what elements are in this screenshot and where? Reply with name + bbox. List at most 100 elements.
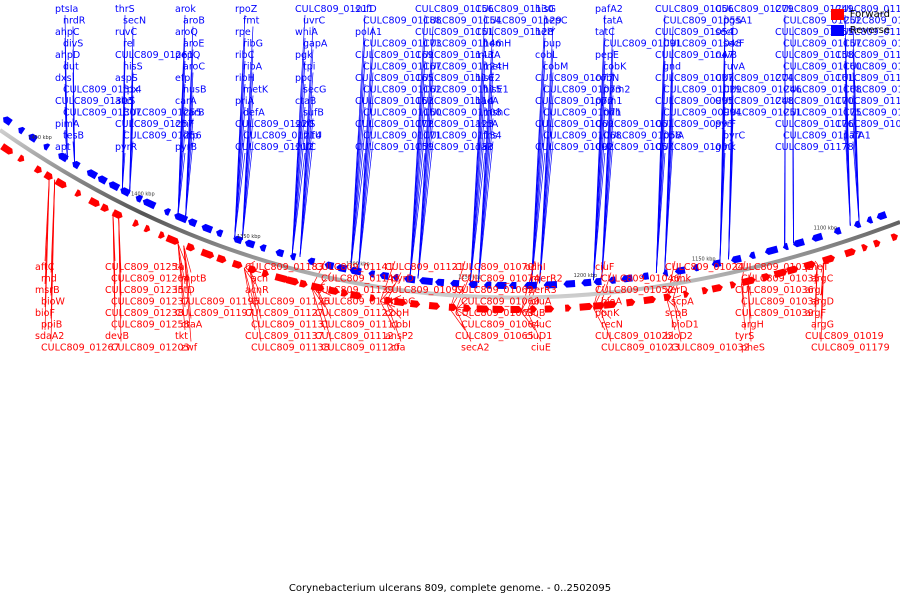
forward-gene-label: CULC809_01099	[385, 285, 464, 296]
reverse-gene-label: CULC809_01097	[843, 85, 900, 96]
forward-gene-label: ciuD1	[525, 331, 552, 342]
reverse-gene-label: CULC809_01048	[663, 39, 742, 50]
reverse-gene-label: CULC809_01124	[423, 62, 502, 73]
reverse-gene-label: apt	[55, 142, 71, 153]
leader-line	[526, 311, 542, 342]
scale-tick-label: 1250 kbp	[458, 274, 482, 280]
leader-line	[185, 141, 194, 219]
gene-arrow	[626, 298, 636, 307]
reverse-gene-label: CULC809_01072	[535, 96, 614, 107]
reverse-gene-label: ruvC	[115, 27, 138, 38]
reverse-gene-label: pepE	[595, 50, 619, 61]
gene-arrow	[592, 301, 605, 310]
reverse-gene-label: cobK	[603, 62, 627, 73]
reverse-gene-label: CULC809_01153	[355, 96, 434, 107]
reverse-gene-label: CULC809_01160	[783, 62, 862, 73]
reverse-gene-label: CULC809_01156	[415, 4, 494, 15]
gene-arrow	[43, 171, 53, 181]
forward-gene-label: pheT	[805, 262, 829, 273]
leader-line	[358, 118, 374, 270]
forward-gene-label: CULC809_01237	[111, 297, 190, 308]
reverse-gene-label: CULC809_01251	[723, 108, 802, 119]
leader-line	[741, 284, 746, 331]
leader-line	[385, 301, 402, 342]
reverse-gene-label: whiA	[295, 27, 318, 38]
forward-gene-label: CULC809_01060	[461, 297, 540, 308]
reverse-gene-label: ruvA	[723, 62, 746, 73]
forward-gene-track	[0, 143, 898, 314]
gene-arrow	[641, 272, 650, 280]
leader-line	[244, 260, 256, 269]
reverse-gene-label: CULC809_01133	[415, 142, 494, 153]
reverse-gene-label: CULC809_00994	[663, 108, 742, 119]
reverse-gene-label: CULC809_01055	[663, 16, 742, 27]
leader-line	[477, 118, 494, 283]
reverse-gene-label: CULC809_01100	[835, 73, 900, 84]
forward-gene-label: odhI	[525, 262, 546, 273]
gene-arrow	[349, 290, 363, 300]
forward-gene-label: CULC809_01254	[105, 262, 184, 273]
forward-gene-label: mptB	[181, 274, 207, 285]
reverse-gene-label: nrdR	[63, 16, 86, 27]
gene-arrow	[428, 302, 441, 310]
reverse-gene-label: ppm2	[603, 85, 630, 96]
reverse-gene-label: CULC809_01155	[775, 27, 854, 38]
gene-arrow	[394, 297, 407, 307]
leader-line	[249, 270, 262, 342]
gene-arrow	[289, 253, 297, 261]
gene-arrow	[711, 284, 723, 293]
reverse-gene-label: cobL	[535, 50, 558, 61]
forward-gene-label: CULC809_01122	[315, 308, 394, 319]
reverse-gene-label: pyrF	[715, 119, 736, 130]
leader-line	[112, 212, 116, 331]
reverse-leader-lines	[64, 14, 860, 284]
reverse-gene-label: CULC809_01157	[783, 39, 862, 50]
leader-line	[350, 129, 366, 269]
reverse-gene-label: cihF	[175, 119, 194, 130]
reverse-gene-label: tatA	[603, 16, 623, 27]
forward-gene-label: CULC809_01019	[805, 331, 884, 342]
leader-line	[358, 95, 374, 270]
reverse-gene-label: CULC809_01175	[783, 108, 862, 119]
legend-swatch-reverse	[830, 24, 844, 36]
reverse-gene-label: CULC809_01214	[243, 131, 322, 142]
reverse-gene-label: pafA2	[595, 4, 623, 15]
reverse-gene-label: CULC809_01249	[775, 4, 854, 15]
reverse-gene-label: CULC809_01057	[595, 142, 674, 153]
gene-arrow	[524, 281, 537, 289]
reverse-gene-label: metK	[243, 85, 269, 96]
gene-arrow	[463, 304, 472, 312]
reverse-gene-label: ppm1	[595, 96, 622, 107]
forward-gene-label: pyrD	[391, 274, 414, 285]
reverse-gene-label: CULC809_01212	[235, 142, 314, 153]
forward-gene-label: argJ	[805, 285, 823, 296]
reverse-gene-label: CULC809_01305	[55, 96, 134, 107]
reverse-gene-label: CULC809_01151	[415, 27, 494, 38]
reverse-gene-label: rel	[123, 39, 135, 50]
forward-gene-label: ciuE	[531, 343, 551, 354]
forward-gene-label: bioF	[35, 308, 55, 319]
reverse-gene-label: CULC809_01086	[835, 119, 900, 130]
leader-line	[599, 272, 612, 308]
forward-gene-label: merR3	[525, 285, 557, 296]
leader-line	[183, 245, 192, 342]
reverse-gene-label: polA1	[355, 27, 382, 38]
reverse-gene-label: secD	[715, 27, 738, 38]
leader-line	[593, 152, 606, 281]
gene-arrow	[327, 286, 340, 295]
reverse-gene-label: CULC809_01123	[415, 119, 494, 130]
forward-gene-label: argG	[811, 320, 834, 331]
scale-tick-label: 1350 kbp	[237, 234, 261, 240]
reverse-gene-label: CULC809_01165	[355, 73, 434, 84]
legend-item-forward: Forward	[830, 6, 890, 22]
gene-arrow	[662, 269, 669, 277]
gene-arrow	[157, 231, 165, 239]
scale-tick-label: 1400 kbp	[131, 192, 155, 198]
gene-arrow	[811, 232, 824, 242]
reverse-gene-label: ribA	[243, 62, 263, 73]
gene-arrow	[142, 198, 157, 210]
gene-arrow	[409, 299, 421, 308]
gene-arrow	[643, 295, 657, 305]
reverse-gene-label: CULC809_01037	[655, 73, 734, 84]
forward-gene-label: CULC809_01035	[741, 274, 820, 285]
